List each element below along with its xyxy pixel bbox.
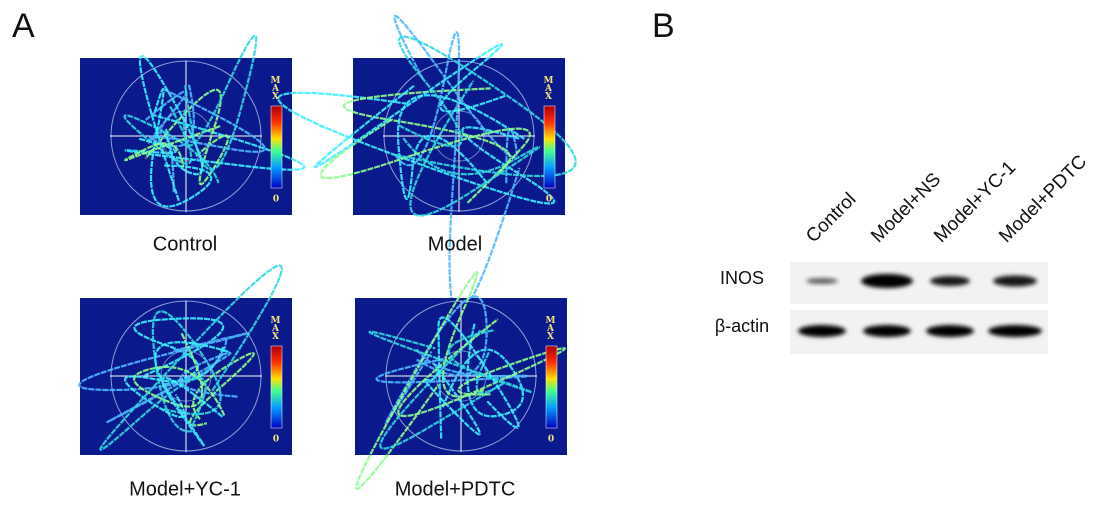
swim-track <box>391 35 577 178</box>
swim-track <box>402 80 541 217</box>
band <box>988 325 1042 337</box>
colorbar <box>270 345 283 429</box>
band <box>861 274 913 288</box>
tracking-image: MAX 0 <box>355 271 567 490</box>
row-label: β-actin <box>715 316 769 336</box>
colorbar-max: MAX <box>545 316 555 340</box>
swim-track <box>319 118 531 180</box>
colorbar-min: 0 <box>273 435 279 445</box>
colorbar <box>545 345 558 429</box>
group-caption: Model+PDTC <box>395 478 516 500</box>
swim-track <box>133 332 226 416</box>
swim-track <box>313 42 506 169</box>
colorbar-max: MAX <box>270 76 280 100</box>
swim-track <box>379 329 506 450</box>
tracking-image: MAX 0 <box>80 34 306 215</box>
swim-track <box>124 125 221 168</box>
colorbar-max: MAX <box>543 76 553 100</box>
swim-track <box>368 329 533 394</box>
band <box>993 275 1037 287</box>
swim-track <box>189 352 255 427</box>
swim-track <box>123 105 220 184</box>
swim-track <box>397 318 566 418</box>
colorbar-min: 0 <box>273 195 279 205</box>
panel-b: Control Model+NSModel+YC-1Model+PDTCINOSβ… <box>715 151 1091 354</box>
band <box>863 325 911 337</box>
colorbar <box>270 105 283 189</box>
tracking-image: MAX 0 <box>78 264 292 455</box>
row-label: INOS <box>720 268 764 288</box>
group-caption: Model <box>428 233 482 255</box>
swim-track <box>106 351 238 424</box>
group-caption: Control <box>153 233 217 255</box>
swim-track <box>437 316 520 439</box>
colorbar <box>543 105 556 189</box>
band <box>926 325 974 337</box>
swim-track <box>396 94 526 201</box>
colorbar-max: MAX <box>270 316 280 340</box>
swim-track <box>154 341 230 447</box>
swim-track <box>139 55 204 202</box>
swim-track <box>149 84 266 153</box>
panel-a: MAX 0 Control MAX 0 Model MAX 0 Model+YC-1 MAX 0 Mo… <box>78 14 577 500</box>
colorbar-min: 0 <box>546 195 552 205</box>
swim-track <box>355 271 485 490</box>
band <box>930 276 970 286</box>
colorbar-min: 0 <box>548 435 554 445</box>
swim-track <box>149 87 213 208</box>
group-caption: Model+YC-1 <box>129 478 241 500</box>
panel-label: B <box>652 7 675 45</box>
band <box>806 278 838 284</box>
panel-label: A <box>12 7 35 45</box>
swim-track <box>99 264 283 451</box>
band <box>798 325 846 337</box>
tracking-image: MAX 0 <box>277 14 577 313</box>
swim-track <box>151 310 222 433</box>
lane-label: Control <box>802 189 860 247</box>
